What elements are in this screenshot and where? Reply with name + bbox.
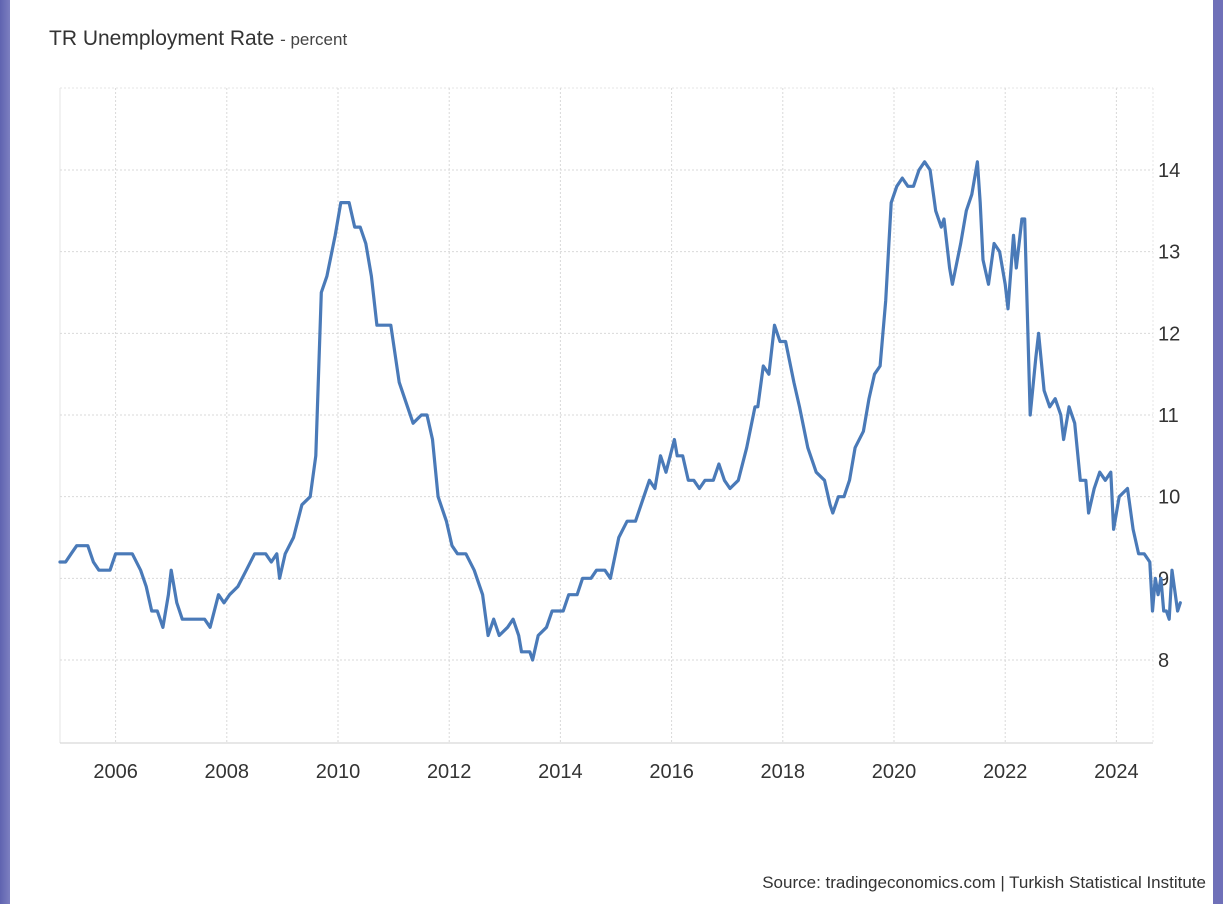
series-layer (58, 160, 1182, 662)
x-tick-label: 2018 (761, 761, 806, 783)
x-tick-label: 2006 (93, 761, 138, 783)
x-tick-label: 2022 (983, 761, 1028, 783)
x-tick-label: 2024 (1094, 761, 1139, 783)
y-tick-label: 8 (1158, 650, 1169, 672)
y-tick-label: 11 (1158, 405, 1179, 427)
y-tick-label: 9 (1158, 568, 1169, 590)
chart-unit-label: - percent (280, 30, 348, 49)
y-tick-label: 12 (1158, 323, 1180, 345)
grid-layer (59, 87, 1154, 744)
x-tick-label: 2010 (316, 761, 361, 783)
source-attribution: Source: tradingeconomics.com | Turkish S… (762, 873, 1206, 892)
x-tick-label: 2012 (427, 761, 472, 783)
chart-title-text: TR Unemployment Rate (49, 27, 275, 50)
series-line (58, 160, 1182, 662)
y-tick-label: 14 (1158, 160, 1180, 182)
x-tick-label: 2020 (872, 761, 917, 783)
x-tick-label: 2016 (649, 761, 694, 783)
chart-card (10, 0, 1213, 904)
axis-layer: 8 9 10 11 12 13 14 2006 2008 2010 2012 2014 2016 2018… (93, 160, 1180, 783)
x-tick-label: 2008 (205, 761, 250, 783)
y-tick-label: 10 (1158, 487, 1180, 509)
chart-title: TR Unemployment Rate - percent (49, 27, 347, 51)
y-tick-label: 13 (1158, 242, 1180, 264)
x-tick-label: 2014 (538, 761, 583, 783)
